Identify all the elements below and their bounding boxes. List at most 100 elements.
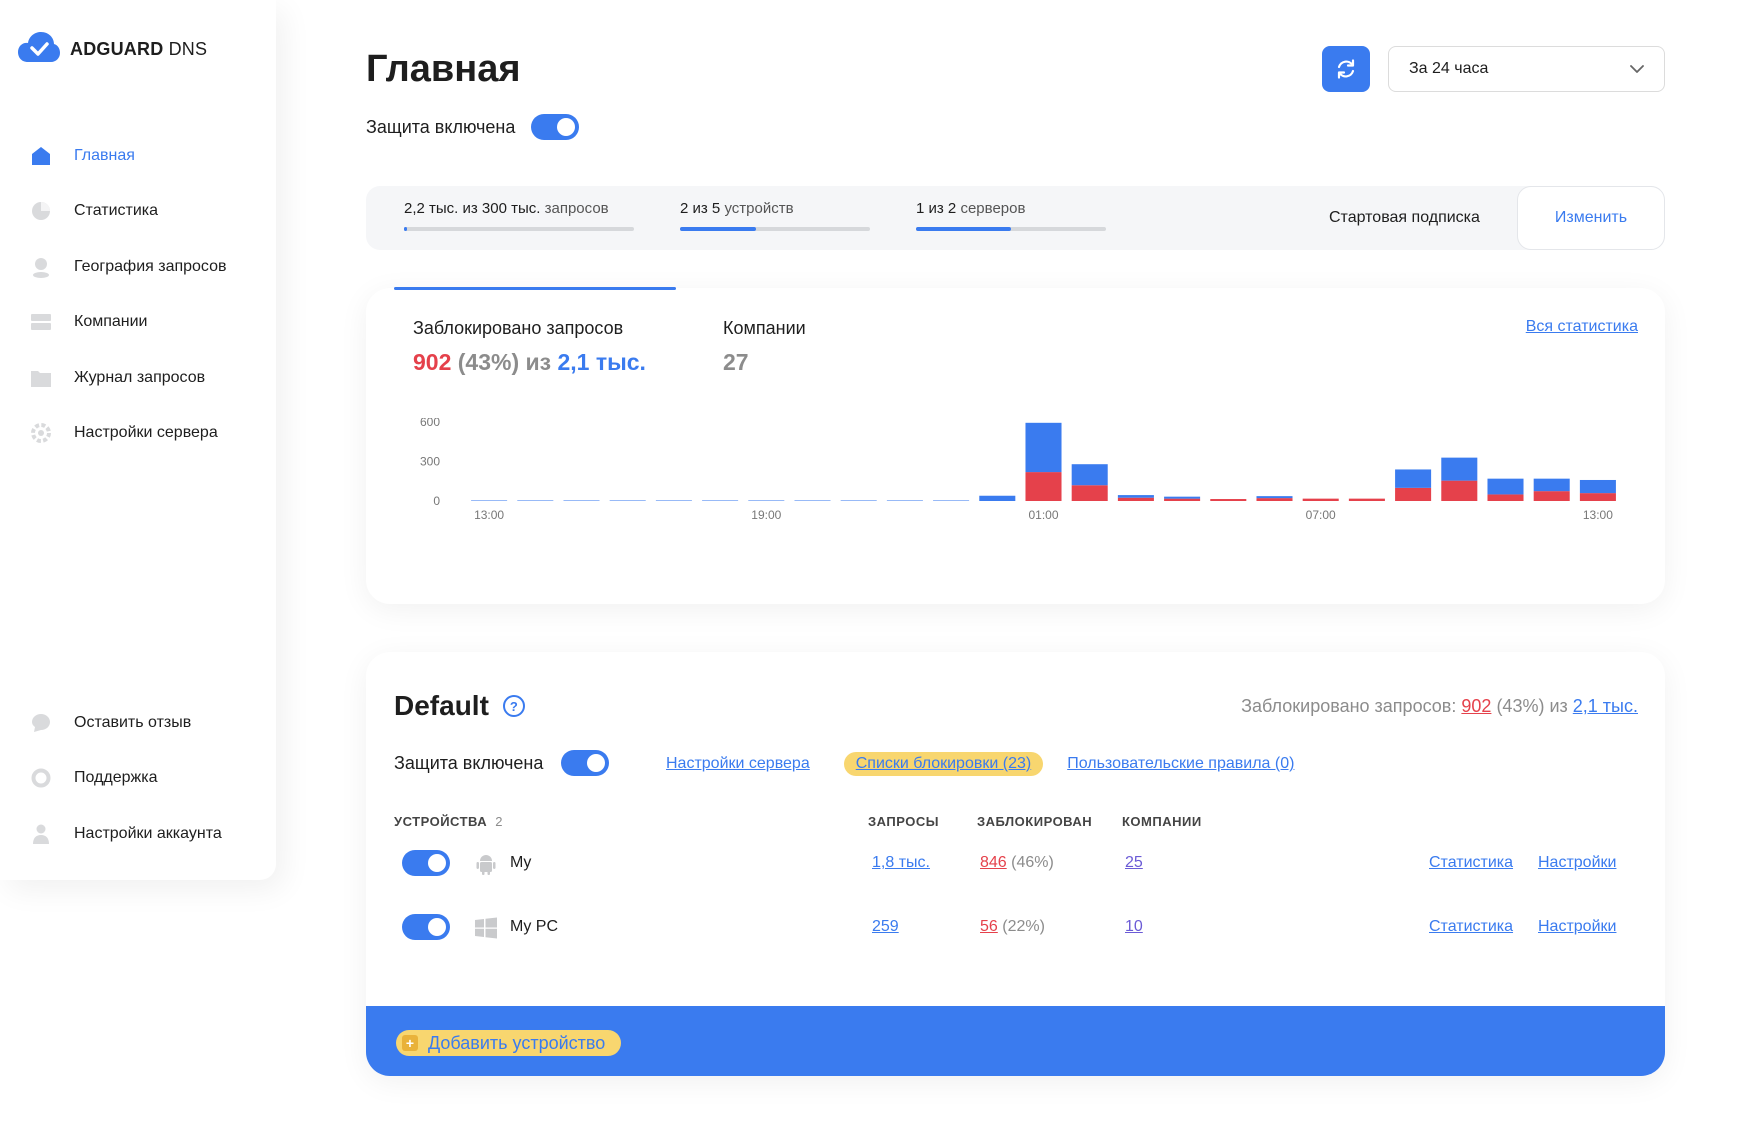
add-device-label: Добавить устройство: [428, 1032, 606, 1053]
device-toggle[interactable]: [402, 850, 450, 876]
server-links: Настройки сервера Списки блокировки (23)…: [666, 752, 1294, 776]
refresh-button[interactable]: [1322, 46, 1370, 92]
companies-value: 27: [723, 349, 749, 375]
device-stats-link[interactable]: Статистика: [1429, 918, 1514, 935]
sidebar-item-label: Главная: [74, 146, 135, 164]
chart-bar: [1533, 478, 1570, 492]
chart-bar: [1487, 494, 1524, 501]
protection-label: Защита включена: [366, 116, 516, 137]
devices-limit-fill: [680, 227, 756, 231]
support-icon: [30, 767, 52, 789]
sidebar-item-label: География запросов: [74, 257, 227, 275]
device-blocked: 846 (46%): [980, 854, 1054, 871]
device-settings-link[interactable]: Настройки: [1538, 918, 1617, 935]
sidebar-item-feedback[interactable]: Оставить отзыв: [30, 695, 222, 751]
chart-bar: [1025, 472, 1062, 501]
chart-bar: [979, 495, 1016, 501]
server-total-link[interactable]: 2,1 тыс.: [1572, 696, 1638, 716]
period-select[interactable]: За 24 часа: [1388, 46, 1665, 92]
all-stats-link[interactable]: Вся статистика: [1525, 318, 1638, 335]
chart-bar: [702, 500, 739, 501]
device-companies-link[interactable]: 25: [1125, 854, 1143, 871]
chart-bar: [1256, 496, 1293, 499]
chart-bar: [563, 500, 600, 501]
device-blocked-link[interactable]: 56: [980, 918, 998, 935]
chart-bar: [1302, 498, 1339, 501]
folder-icon: [30, 367, 52, 389]
device-toggle[interactable]: [402, 914, 450, 940]
user-icon: [30, 823, 52, 845]
requests-chart: 600 300 0 13:00 19:00 01:00 07:00 13:00: [420, 418, 1616, 522]
sidebar-item-account-settings[interactable]: Настройки аккаунта: [30, 806, 222, 862]
chart-bar: [1164, 498, 1201, 501]
help-icon[interactable]: ?: [502, 695, 525, 717]
server-settings-link[interactable]: Настройки сервера: [666, 755, 810, 772]
plus-icon: +: [402, 1035, 418, 1051]
device-name: My: [510, 854, 532, 871]
brand-name: ADGUARD DNS: [70, 38, 208, 59]
tab-companies[interactable]: Компании 27: [723, 318, 806, 376]
sidebar-item-label: Оставить отзыв: [74, 713, 192, 731]
device-requests-link[interactable]: 259: [872, 918, 899, 935]
user-rules-link[interactable]: Пользовательские правила (0): [1067, 755, 1295, 772]
sidebar: ADGUARD DNS Главная Статистика География…: [0, 0, 276, 880]
device-requests-link[interactable]: 1,8 тыс.: [872, 854, 930, 871]
sidebar-item-statistics[interactable]: Статистика: [30, 184, 227, 240]
sidebar-item-label: Журнал запросов: [74, 368, 206, 386]
chart-bar: [609, 500, 646, 501]
device-name: My PC: [510, 918, 558, 935]
active-tab-indicator: [394, 287, 676, 290]
server-protection-toggle[interactable]: [561, 750, 610, 776]
x-tick-label: 13:00: [1583, 508, 1613, 522]
devices-limit: 2 из 5 устройств: [680, 200, 870, 231]
y-tick-label: 600: [420, 418, 440, 429]
change-plan-button[interactable]: Изменить: [1517, 186, 1665, 250]
device-blocked: 56 (22%): [980, 918, 1045, 935]
device-blocked-link[interactable]: 846: [980, 854, 1007, 871]
requests-limit: 2,2 тыс. из 300 тыс. запросов: [404, 200, 634, 231]
device-companies-link[interactable]: 10: [1125, 918, 1143, 935]
blocked-requests-value: 902 (43%) из 2,1 тыс.: [413, 349, 646, 375]
main-nav: Главная Статистика География запросов Ко…: [30, 128, 227, 461]
home-icon: [30, 145, 52, 167]
sidebar-item-label: Поддержка: [74, 769, 158, 787]
x-tick-label: 01:00: [1028, 508, 1058, 522]
chart-bar: [1117, 497, 1154, 501]
chart-bar: [1395, 487, 1432, 501]
sidebar-item-geography[interactable]: География запросов: [30, 239, 227, 295]
sidebar-item-support[interactable]: Поддержка: [30, 751, 222, 807]
period-select-value: За 24 часа: [1409, 60, 1489, 77]
sidebar-item-companies[interactable]: Компании: [30, 295, 227, 351]
logo[interactable]: ADGUARD DNS: [18, 32, 207, 66]
chart-bar: [1164, 496, 1201, 499]
gear-icon: [30, 422, 52, 444]
sidebar-item-query-log[interactable]: Журнал запросов: [30, 350, 227, 406]
blocklists-link[interactable]: Списки блокировки (23): [843, 752, 1044, 776]
sidebar-item-home[interactable]: Главная: [30, 128, 227, 184]
blocked-requests-label: Заблокировано запросов: [413, 318, 624, 338]
protection-toggle[interactable]: [531, 114, 580, 140]
pie-chart-icon: [30, 200, 52, 222]
chart-bar: [933, 500, 970, 501]
servers-limit-bar: [916, 227, 1106, 231]
chart-bar: [1487, 478, 1524, 495]
device-requests: 259: [872, 918, 899, 936]
companies-column-header: КОМПАНИИ: [1122, 814, 1202, 829]
add-device-button[interactable]: + Добавить устройство: [396, 1030, 622, 1056]
server-title: Default ?: [394, 690, 525, 722]
sidebar-item-label: Статистика: [74, 202, 159, 220]
chart-bar: [1025, 422, 1062, 473]
device-settings-link[interactable]: Настройки: [1538, 854, 1617, 871]
refresh-icon: [1337, 59, 1355, 79]
requests-limit-fill: [404, 227, 408, 231]
server-blocked-link[interactable]: 902: [1461, 696, 1492, 716]
device-stats-link[interactable]: Статистика: [1429, 854, 1514, 871]
sidebar-item-label: Настройки аккаунта: [74, 824, 222, 842]
secondary-nav: Оставить отзыв Поддержка Настройки аккау…: [30, 695, 222, 862]
adguard-logo-icon: [18, 32, 60, 62]
tab-blocked-requests[interactable]: Заблокировано запросов 902 (43%) из 2,1 …: [413, 318, 646, 376]
sidebar-item-server-settings[interactable]: Настройки сервера: [30, 406, 227, 462]
chart-bar: [794, 500, 831, 501]
stats-card: Заблокировано запросов 902 (43%) из 2,1 …: [366, 287, 1665, 604]
device-row: My 1,8 тыс. 846 (46%) 25 Статистика Наст…: [366, 844, 1665, 884]
